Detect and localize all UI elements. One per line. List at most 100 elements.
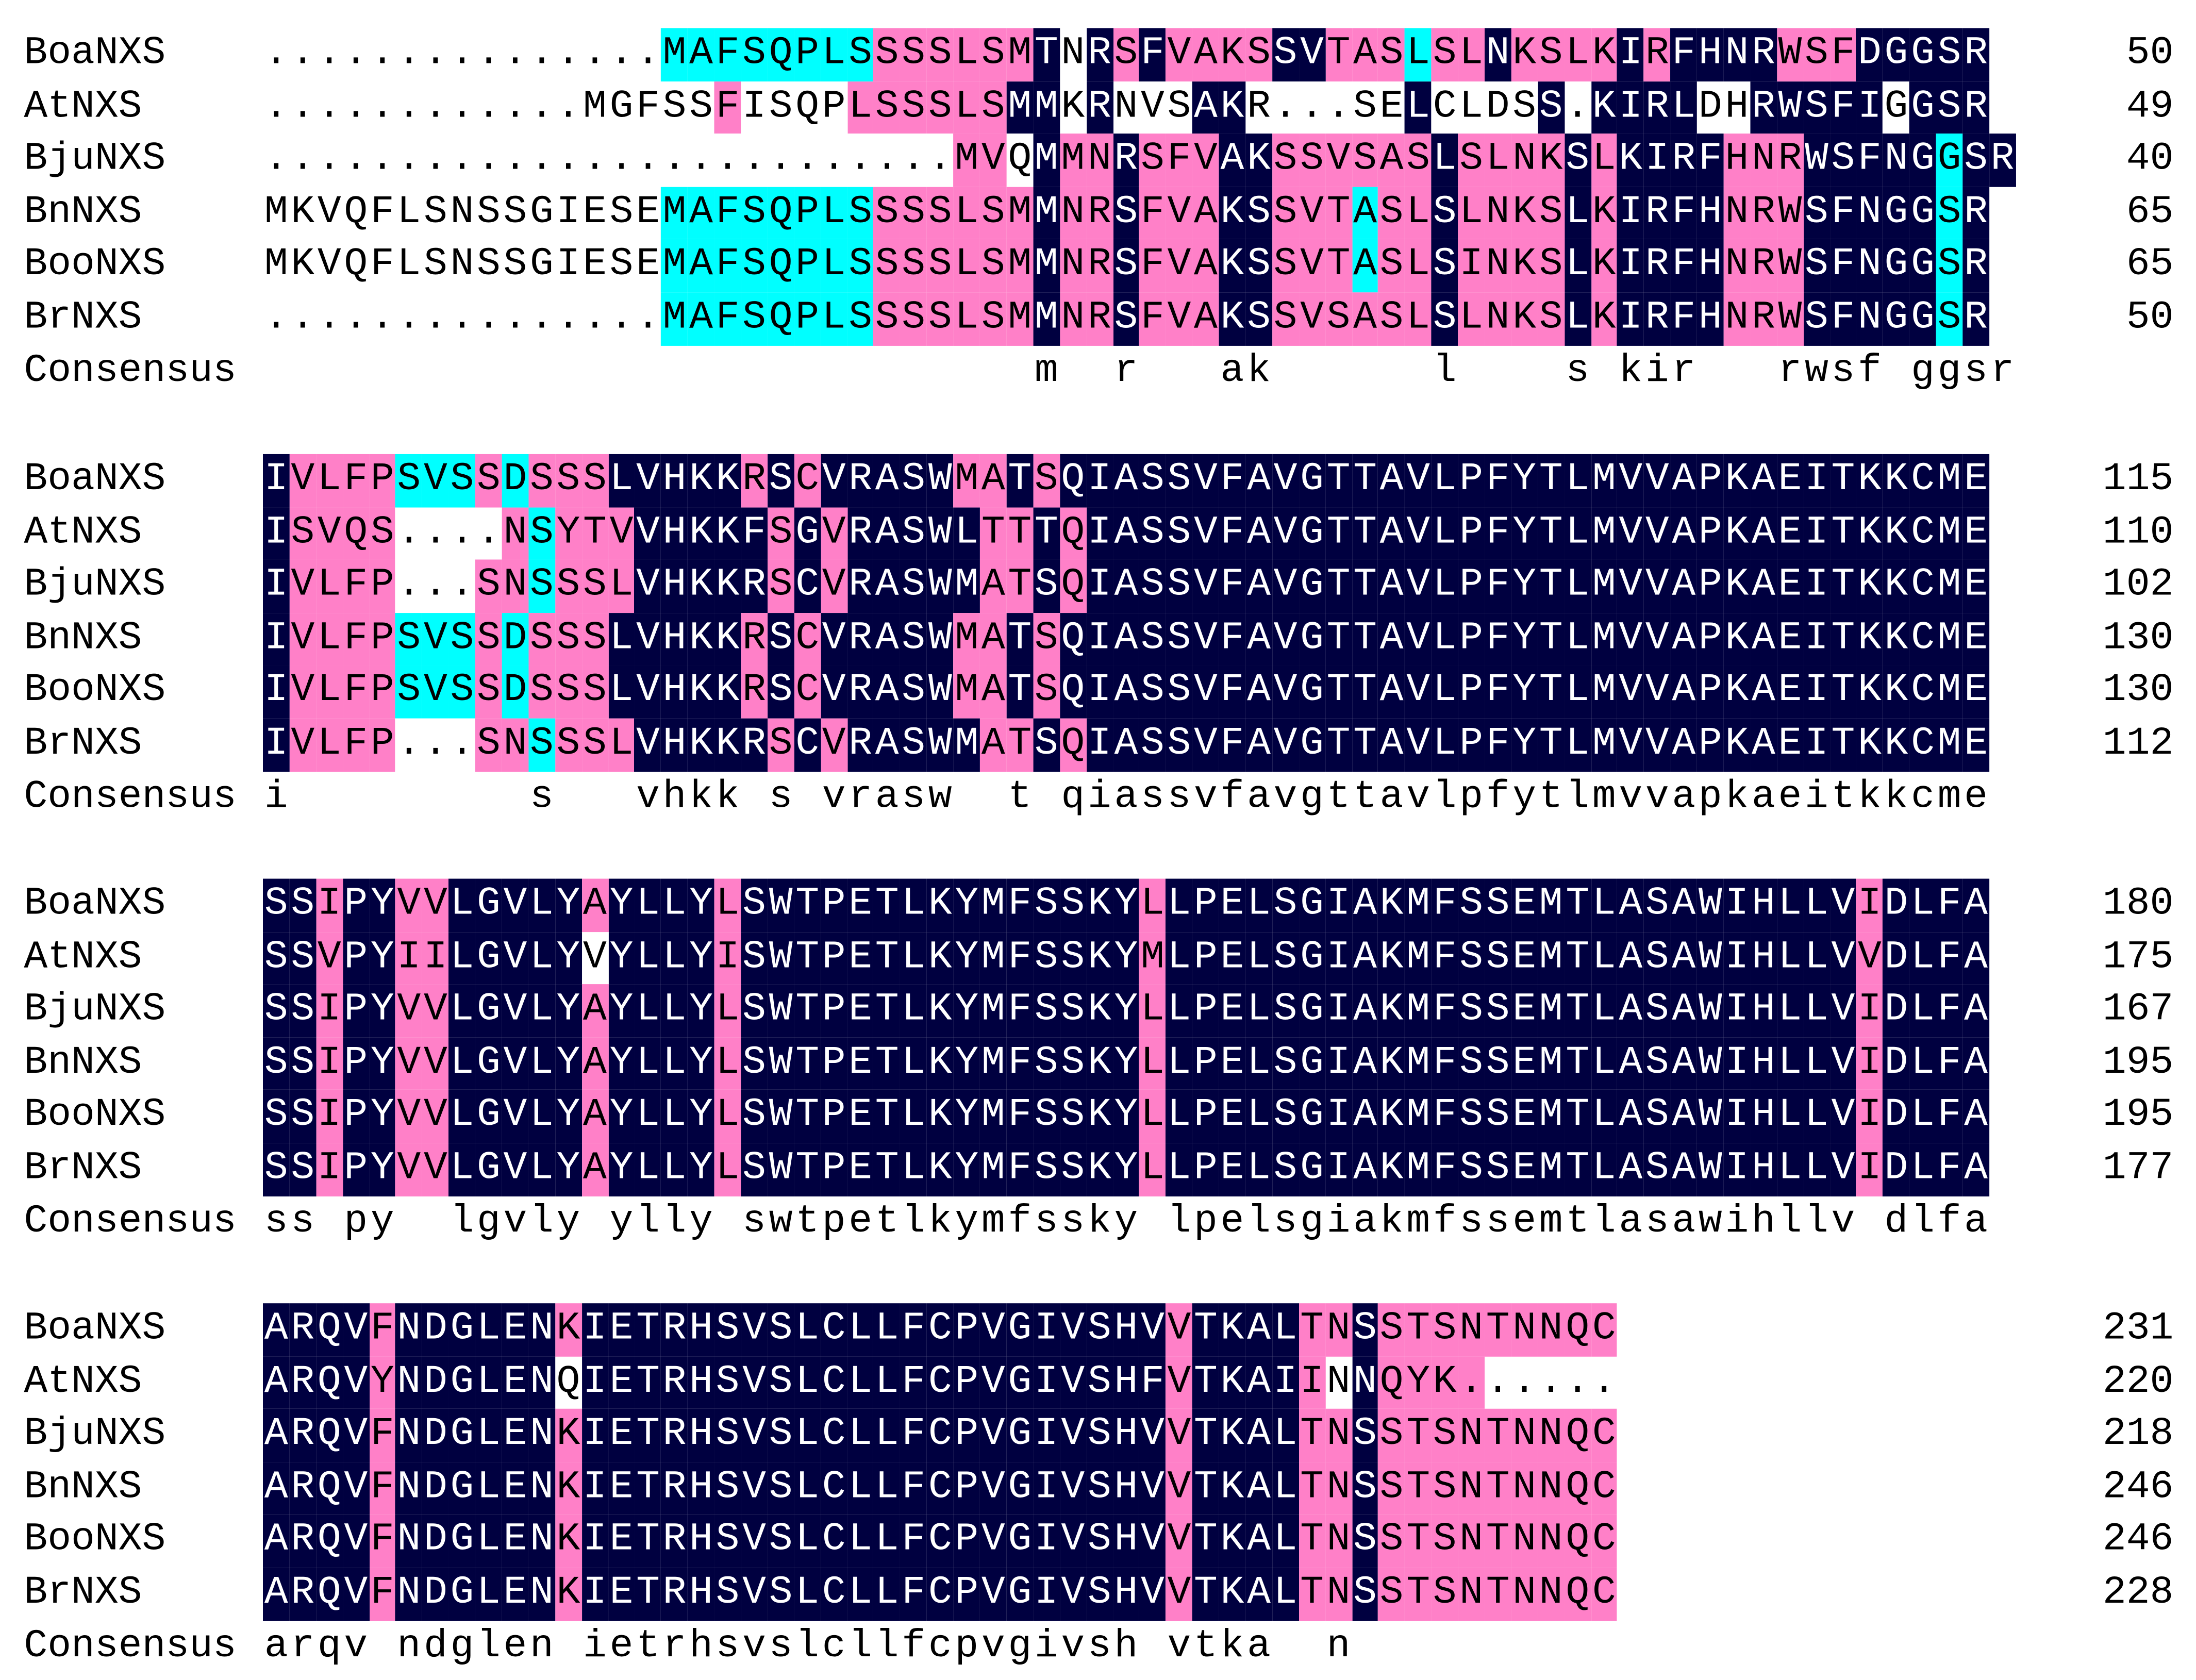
residue-cell: L: [448, 1090, 476, 1143]
residue-cell: T: [1325, 718, 1352, 772]
residue-cell: A: [1670, 984, 1698, 1038]
residue-cell: Q: [1378, 1356, 1405, 1409]
residue-cell: L: [953, 81, 980, 134]
residue-cell: N: [1511, 1515, 1538, 1568]
residue-cell: M: [1537, 1037, 1565, 1090]
sequence-row: BoaNXS I V L F P S V S S D S S S L V H K K R S C V R A S W M A T S Q I A S…: [0, 454, 2196, 507]
residue-cell: V: [422, 878, 449, 932]
residue-cell: V: [422, 612, 449, 666]
residue-cell: Q: [342, 507, 370, 560]
consensus-cell: i: [1326, 1200, 1351, 1244]
residue-cell: A: [581, 878, 608, 932]
residue-cell: M: [980, 932, 1007, 985]
residue-cell: S: [741, 292, 768, 345]
residue-cell: N: [1511, 134, 1538, 187]
residue-cell: L: [1272, 1567, 1299, 1621]
residue-cell: W: [927, 718, 954, 772]
residue-cell: C: [820, 1356, 847, 1409]
residue-cell: S: [1272, 239, 1299, 293]
residue-cell: L: [794, 1461, 821, 1515]
residue-cell: I: [581, 1409, 608, 1462]
residue-cell: L: [1458, 28, 1485, 81]
residue-cell: I: [316, 1037, 343, 1090]
residue-cell: L: [1139, 878, 1166, 932]
consensus-cell: [1060, 345, 1087, 398]
residue-cell: N: [1511, 1567, 1538, 1621]
consensus-cell: s: [1831, 349, 1855, 393]
sequence-row: BnNXS S S I P Y V V L G V L Y A Y L L Y L S W T P E T L K Y M F S S K Y L L…: [0, 1037, 2196, 1090]
residue-cell: K: [714, 559, 741, 613]
residue-cell: V: [1192, 559, 1219, 613]
consensus-cell: [1272, 345, 1299, 398]
residue-cell: L: [1564, 28, 1591, 81]
residue-cell: P: [369, 559, 396, 613]
residue-cell: S: [1033, 454, 1060, 507]
residue-cell: I: [1723, 1143, 1751, 1196]
residue-cell: P: [1458, 559, 1485, 613]
residue-cell: R: [741, 559, 768, 613]
residue-cell: L: [316, 559, 343, 613]
residue-cell: G: [1006, 1567, 1034, 1621]
residue-cell: H: [688, 1515, 714, 1568]
residue-cell: L: [1431, 718, 1458, 772]
residue-cell: F: [714, 187, 741, 240]
residue-cell: .: [555, 28, 582, 81]
residue-cell: .: [289, 28, 317, 81]
residue-cell: F: [1484, 666, 1511, 719]
residue-cell: A: [873, 454, 901, 507]
residue-cell: S: [714, 1303, 741, 1356]
residue-cell: S: [1484, 1090, 1511, 1143]
residue-cell: I: [1086, 666, 1113, 719]
residue-cell: L: [820, 292, 847, 345]
residue-cell: I: [1033, 1303, 1060, 1356]
residue-cell: L: [1166, 984, 1193, 1038]
residue-cell: T: [1299, 1567, 1325, 1621]
residue-cell: H: [1750, 984, 1777, 1038]
consensus-cell: [1299, 345, 1325, 398]
residue-cell: Y: [1511, 559, 1538, 613]
residue-cell: T: [873, 1090, 901, 1143]
consensus-cell: s: [1140, 775, 1164, 819]
residue-cell: G: [1299, 1037, 1325, 1090]
residue-cell: P: [1697, 666, 1724, 719]
residue-cell: L: [1909, 984, 1936, 1038]
residue-cell: S: [1378, 28, 1405, 81]
residue-cell: A: [1750, 559, 1777, 613]
residue-cell: .: [528, 28, 555, 81]
residue-cell: .: [1272, 81, 1299, 134]
residue-cell: V: [1644, 718, 1671, 772]
residue-cell: S: [1431, 1515, 1458, 1568]
residue-cell: A: [1962, 984, 1989, 1038]
residue-cell: .: [927, 134, 954, 187]
residue-cell: .: [342, 81, 370, 134]
residue-cell: S: [1458, 134, 1485, 187]
residue-cell: N: [1458, 1303, 1485, 1356]
residue-cell: V: [502, 1037, 529, 1090]
residue-cell: P: [1458, 666, 1485, 719]
consensus-cell: [369, 345, 396, 398]
consensus-cell: a: [1247, 1624, 1271, 1669]
residue-cell: M: [980, 1143, 1007, 1196]
consensus-cell: h: [662, 775, 687, 819]
residue-cell: S: [873, 187, 901, 240]
residue-cell: L: [953, 507, 980, 560]
residue-cell: V: [1272, 559, 1299, 613]
residue-cell: F: [1936, 1037, 1963, 1090]
residue-cell: A: [1192, 187, 1219, 240]
residue-cell: A: [1192, 81, 1219, 134]
residue-cell: T: [1405, 1567, 1432, 1621]
sequence-row: BooNXS A R Q V F N D G L E N K I E T R H S V S L C L L F C P V G I V S H V…: [0, 1515, 2196, 1568]
residue-cell: F: [369, 239, 396, 293]
residue-cell: L: [1591, 984, 1618, 1038]
residue-cell: V: [289, 718, 317, 772]
residue-cell: A: [1245, 612, 1272, 666]
residue-cell: L: [1431, 612, 1458, 666]
consensus-cell: [1883, 345, 1910, 398]
consensus-cell: [1511, 345, 1538, 398]
residue-cell: T: [1352, 559, 1378, 613]
residue-cell: N: [395, 1356, 423, 1409]
residue-cell: L: [794, 1409, 821, 1462]
residue-cell: G: [1299, 1143, 1325, 1196]
